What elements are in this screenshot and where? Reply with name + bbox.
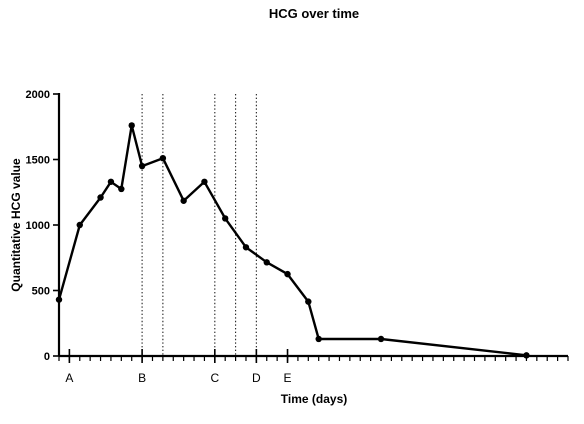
x-marker-label: A <box>65 371 73 385</box>
data-point <box>315 335 322 343</box>
data-point <box>523 352 530 359</box>
x-marker-label: C <box>210 371 219 385</box>
y-axis-title: Quantitative HCG value <box>9 158 23 292</box>
data-point <box>222 215 229 222</box>
data-point <box>377 335 385 343</box>
y-tick-label: 500 <box>32 286 50 298</box>
data-point <box>284 270 291 278</box>
data-point <box>128 122 135 129</box>
x-marker-label: B <box>138 371 146 385</box>
data-point <box>263 259 270 266</box>
data-point <box>201 178 208 185</box>
data-point <box>180 197 187 204</box>
chart-title: HCG over time <box>269 6 359 21</box>
x-marker-label: E <box>284 371 292 385</box>
y-tick-label: 1500 <box>26 155 50 167</box>
x-axis-title: Time (days) <box>281 392 347 406</box>
data-point <box>242 244 250 251</box>
series-line <box>57 124 527 357</box>
series-layer <box>55 122 530 359</box>
y-tick-label: 0 <box>44 351 50 363</box>
data-point <box>55 296 63 303</box>
y-tick-label: 1000 <box>26 220 50 232</box>
data-point <box>159 154 167 162</box>
data-point <box>107 178 115 185</box>
x-marker-label: D <box>252 371 261 385</box>
y-tick-label: 2000 <box>26 89 50 101</box>
data-point <box>76 221 83 229</box>
data-point <box>118 185 125 193</box>
event-marker-lines <box>141 94 257 356</box>
data-point <box>305 298 312 305</box>
data-point <box>138 162 146 170</box>
axes: 0 500 1000 1500 2000 A B C D E <box>26 89 569 385</box>
data-point <box>97 194 104 201</box>
